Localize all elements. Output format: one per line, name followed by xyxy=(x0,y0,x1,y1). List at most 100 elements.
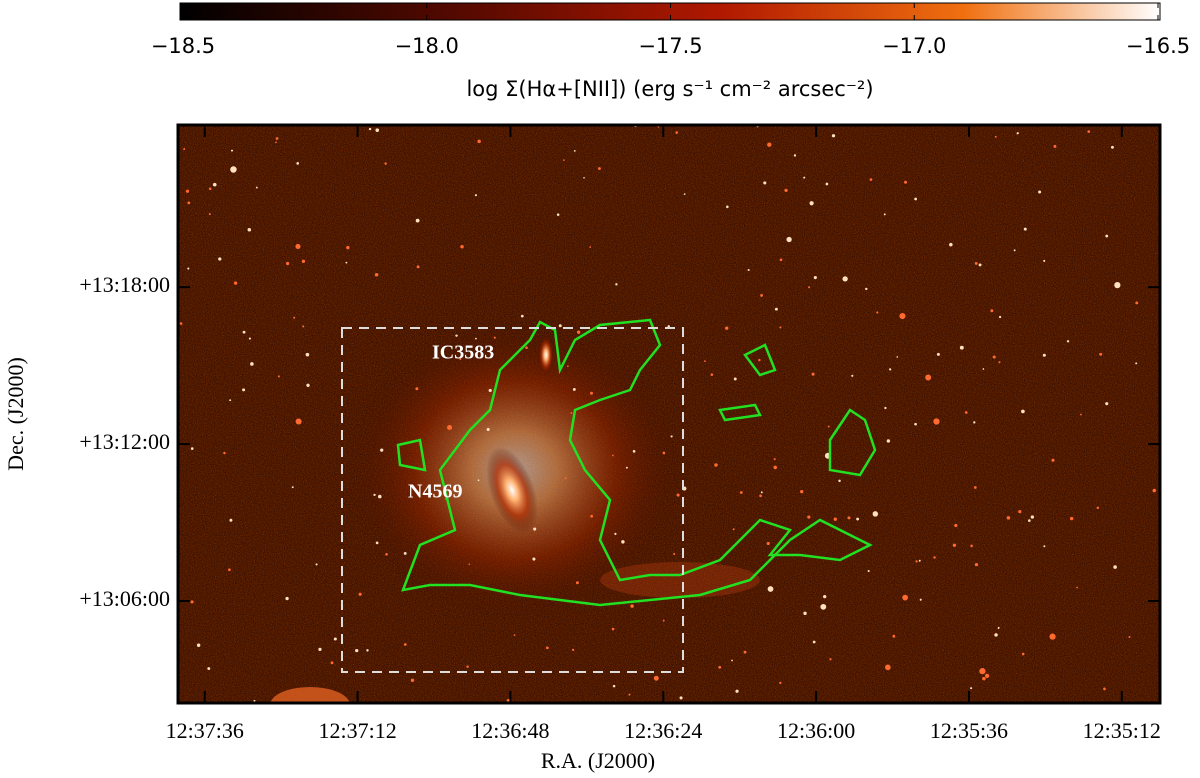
star xyxy=(885,664,891,671)
star xyxy=(978,263,982,267)
star xyxy=(676,493,680,497)
star xyxy=(545,646,549,650)
star xyxy=(621,540,625,544)
star xyxy=(229,399,232,402)
star xyxy=(506,698,510,703)
star xyxy=(1105,402,1109,406)
star xyxy=(779,258,783,262)
star xyxy=(229,518,233,522)
star xyxy=(1028,519,1031,522)
plot-frame xyxy=(176,123,1162,705)
star xyxy=(892,634,896,638)
star xyxy=(185,189,190,193)
star xyxy=(306,383,310,387)
star xyxy=(1013,249,1016,252)
star xyxy=(1135,362,1138,365)
star xyxy=(936,352,940,356)
x-tick-label: 12:37:12 xyxy=(318,718,396,743)
star xyxy=(1135,301,1139,305)
colorbar-label: log Σ(Hα+[NII]) (erg s⁻¹ cm⁻² arcsec⁻²) xyxy=(466,77,873,101)
star xyxy=(1080,413,1082,416)
star xyxy=(726,205,729,209)
star xyxy=(525,346,528,349)
star xyxy=(718,665,722,669)
star xyxy=(1021,652,1025,656)
star xyxy=(532,557,536,561)
star xyxy=(628,693,631,696)
star xyxy=(915,560,918,563)
star xyxy=(575,581,579,585)
star xyxy=(725,326,729,330)
star xyxy=(807,515,811,519)
star xyxy=(683,193,686,195)
star xyxy=(403,643,407,646)
star xyxy=(612,684,616,688)
star xyxy=(285,261,290,266)
star xyxy=(1042,353,1046,357)
star xyxy=(242,330,246,334)
star xyxy=(1105,234,1109,238)
star xyxy=(285,596,289,601)
star xyxy=(520,314,524,318)
star xyxy=(301,259,306,263)
star xyxy=(255,186,258,189)
star xyxy=(673,553,676,556)
star xyxy=(1021,409,1025,414)
star xyxy=(918,559,921,562)
star xyxy=(403,551,407,555)
star xyxy=(766,541,770,546)
annotation: IC3583 xyxy=(432,342,494,364)
star xyxy=(570,412,573,414)
star xyxy=(820,603,827,610)
star xyxy=(813,276,817,280)
star xyxy=(767,586,774,592)
star xyxy=(959,345,964,350)
star xyxy=(345,261,348,264)
star xyxy=(583,176,585,179)
star xyxy=(1053,144,1057,148)
star xyxy=(218,257,222,261)
star xyxy=(333,637,337,641)
star xyxy=(1023,227,1027,231)
x-tick-label: 12:35:36 xyxy=(930,718,1008,743)
star xyxy=(493,336,496,339)
star xyxy=(410,678,415,683)
star xyxy=(384,162,387,165)
star xyxy=(1096,506,1100,510)
star xyxy=(207,667,211,670)
star xyxy=(415,218,420,223)
star xyxy=(1043,259,1046,262)
star xyxy=(964,411,968,414)
star xyxy=(277,375,280,378)
star xyxy=(808,286,811,289)
star xyxy=(733,377,737,381)
star xyxy=(230,166,237,173)
star xyxy=(869,178,873,181)
star xyxy=(293,316,296,319)
star xyxy=(366,649,369,652)
star xyxy=(533,527,537,531)
star xyxy=(949,242,953,247)
star xyxy=(330,661,334,665)
star xyxy=(703,360,706,363)
star xyxy=(275,141,277,144)
star xyxy=(242,388,246,392)
star xyxy=(488,388,492,393)
star xyxy=(763,181,767,185)
star xyxy=(865,287,868,291)
x-tick-label: 12:35:12 xyxy=(1083,718,1161,743)
star xyxy=(876,311,879,314)
star xyxy=(589,246,591,248)
star xyxy=(564,477,567,480)
star xyxy=(889,368,892,371)
star xyxy=(228,568,231,572)
star xyxy=(867,569,870,573)
star xyxy=(998,361,1001,364)
colorbar-tick-label: −18.5 xyxy=(151,34,215,58)
star xyxy=(883,213,886,216)
star xyxy=(803,611,807,616)
x-tick-label: 12:37:36 xyxy=(166,718,244,743)
star xyxy=(625,466,628,469)
star xyxy=(590,391,594,395)
star xyxy=(346,245,350,250)
